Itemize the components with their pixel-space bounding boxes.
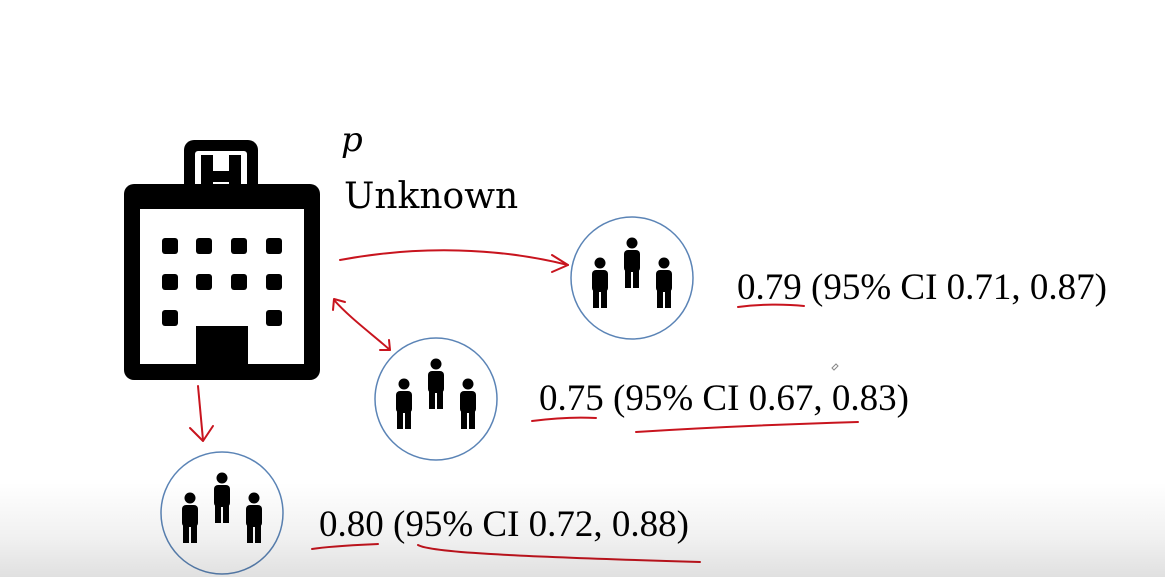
ci-text-3: (95% CI 0.72, 0.88) bbox=[393, 504, 689, 545]
estimate-value-3: 0.80 bbox=[319, 504, 384, 545]
ci-text-2: (95% CI 0.67, 0.83) bbox=[613, 378, 909, 419]
estimate-value-2: 0.75 bbox=[539, 378, 604, 419]
arrow-to-group-2 bbox=[333, 299, 391, 351]
underline-ci-2 bbox=[635, 421, 859, 433]
parameter-status: Unknown bbox=[344, 176, 519, 217]
underline-ci-3 bbox=[417, 544, 701, 563]
ci-text-1: (95% CI 0.71, 0.87) bbox=[811, 267, 1107, 308]
underline-estimate-2 bbox=[531, 416, 597, 422]
sample-group-3 bbox=[160, 451, 284, 575]
estimate-text-2: 0.75 (95% CI 0.67, 0.83) bbox=[539, 377, 909, 420]
pen-cursor-icon bbox=[831, 363, 839, 371]
arrow-to-group-3 bbox=[197, 385, 204, 441]
arrow-to-group-1 bbox=[339, 249, 569, 266]
parameter-symbol: p bbox=[341, 120, 363, 160]
estimate-text-1: 0.79 (95% CI 0.71, 0.87) bbox=[737, 266, 1107, 309]
underline-estimate-3 bbox=[311, 543, 379, 550]
sample-group-2 bbox=[374, 337, 498, 461]
estimate-text-3: 0.80 (95% CI 0.72, 0.88) bbox=[319, 503, 689, 546]
underline-estimate-1 bbox=[737, 303, 805, 308]
sample-group-1 bbox=[570, 216, 694, 340]
estimate-value-1: 0.79 bbox=[737, 267, 802, 308]
